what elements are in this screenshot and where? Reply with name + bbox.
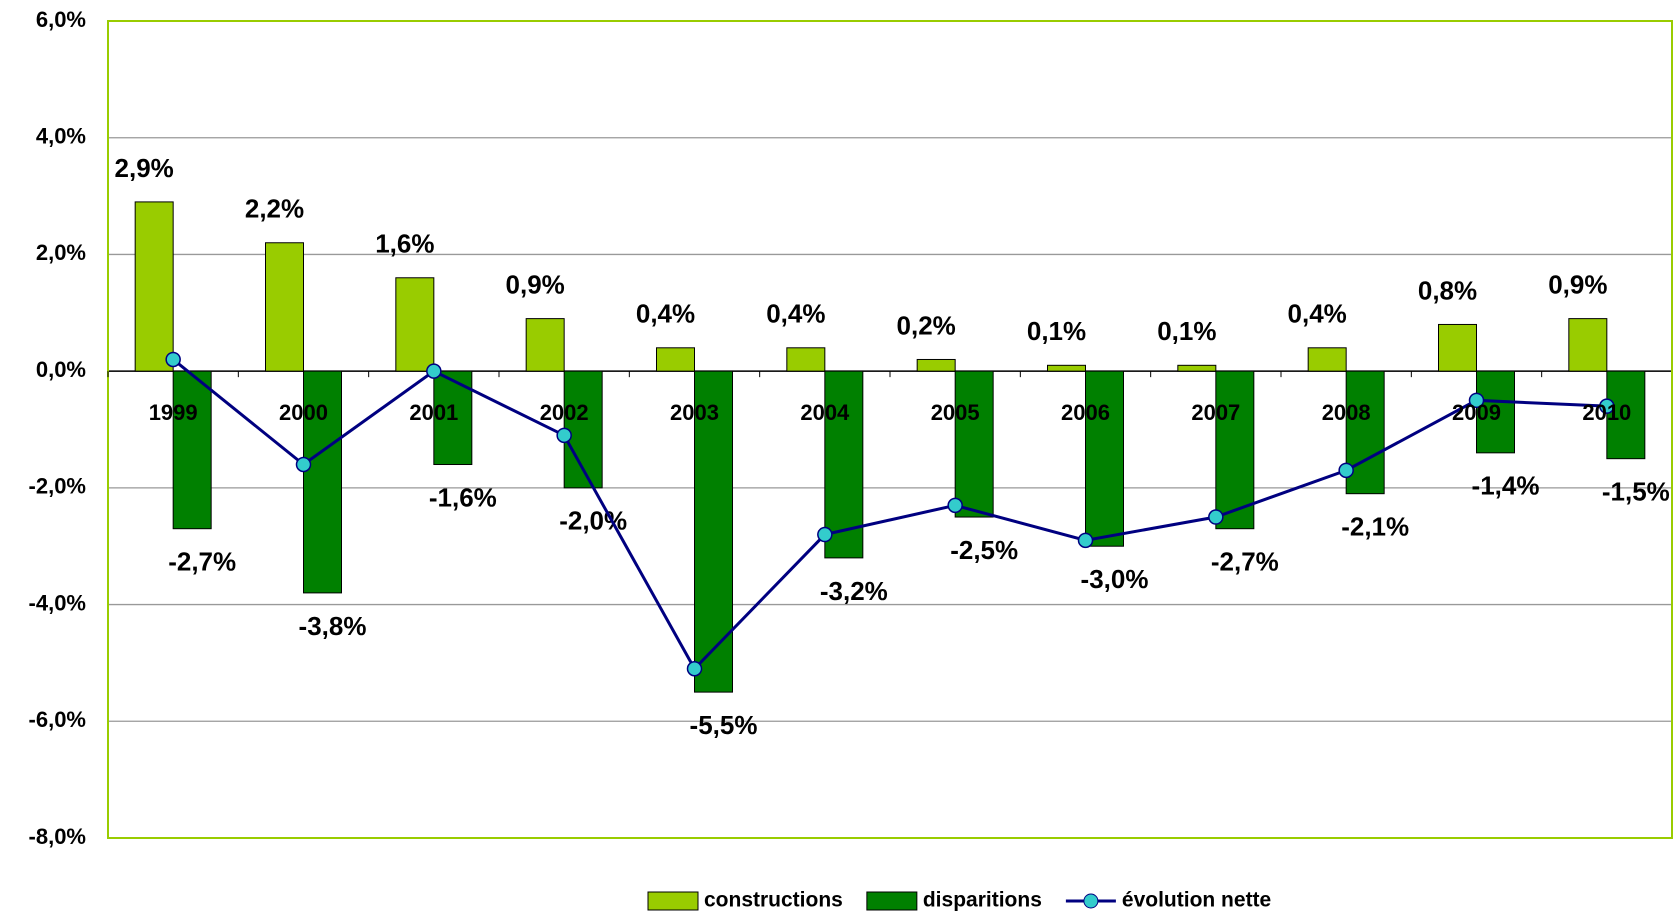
bar [954, 370, 994, 518]
data-label: -1,6% [429, 482, 497, 512]
bar [395, 277, 435, 372]
marker [1468, 392, 1485, 409]
data-label: 0,1% [1027, 316, 1086, 346]
x-tick-label: 2010 [1582, 400, 1631, 425]
y-tick-label: -4,0% [29, 590, 86, 615]
y-tick-label: -6,0% [29, 707, 86, 732]
bar [916, 358, 956, 372]
y-tick-label: -8,0% [29, 824, 86, 849]
data-label: 0,4% [766, 299, 825, 329]
data-label: -2,7% [168, 547, 236, 577]
data-label: -2,5% [950, 535, 1018, 565]
plot-border [107, 20, 1673, 839]
x-tick-label: 2008 [1322, 400, 1371, 425]
data-label: 0,4% [636, 299, 695, 329]
data-label: 0,2% [897, 310, 956, 340]
marker [295, 456, 312, 473]
data-label: -1,5% [1602, 477, 1670, 507]
x-tick-label: 2001 [409, 400, 458, 425]
bar [1606, 370, 1646, 460]
marker [556, 427, 572, 444]
line [172, 358, 1607, 672]
y-tick-label: -2,0% [29, 474, 86, 499]
data-label: -1,4% [1472, 471, 1540, 501]
bar [1085, 370, 1124, 547]
x-tick-label: 2005 [931, 400, 980, 425]
legend-swatch [866, 891, 918, 911]
marker [817, 526, 833, 543]
x-tick-label: 2003 [670, 400, 719, 425]
bar [172, 370, 212, 530]
data-label: 0,9% [1548, 269, 1607, 299]
x-tick-label: 2004 [800, 400, 850, 425]
bar [525, 318, 565, 372]
data-label: -3,8% [299, 611, 367, 641]
legend-label: constructions [704, 889, 843, 911]
data-label: -2,7% [1211, 547, 1279, 577]
legend-label: évolution nette [1122, 889, 1271, 911]
data-label: -3,2% [820, 576, 888, 606]
legend-swatch [647, 891, 699, 911]
data-label: 0,4% [1288, 299, 1347, 329]
bar [1438, 323, 1477, 372]
marker [426, 363, 442, 379]
data-label: -3,0% [1081, 564, 1149, 594]
data-label: 2,2% [245, 194, 304, 224]
x-tick-label: 2009 [1452, 400, 1501, 425]
bar [1215, 370, 1255, 530]
data-label: -2,1% [1341, 512, 1409, 542]
bar [134, 201, 174, 372]
y-tick-label: 4,0% [36, 124, 86, 149]
bar [1177, 364, 1217, 372]
bar [656, 347, 695, 372]
marker [1208, 509, 1224, 525]
y-tick-label: 0,0% [36, 357, 86, 382]
y-tick-label: 6,0% [36, 7, 86, 32]
marker [165, 351, 181, 368]
x-tick-label: 2007 [1191, 400, 1240, 425]
marker [947, 497, 963, 514]
x-tick-label: 2002 [540, 400, 589, 425]
data-label: 0,1% [1157, 316, 1216, 346]
data-label: 2,9% [115, 153, 174, 183]
legend-label: disparitions [923, 889, 1042, 911]
marker [1338, 462, 1354, 479]
bar [265, 242, 304, 372]
bar [1568, 318, 1608, 372]
bar [303, 370, 342, 594]
marker [1077, 532, 1094, 549]
data-label: -5,5% [690, 710, 758, 740]
bar [1476, 370, 1515, 454]
legend-marker [1083, 893, 1099, 909]
y-tick-label: 2,0% [36, 240, 86, 265]
marker [1599, 398, 1615, 414]
x-tick-label: 2006 [1061, 400, 1110, 425]
bar [1047, 364, 1086, 372]
data-label: 0,9% [506, 269, 565, 299]
data-label: 0,8% [1418, 275, 1477, 305]
bar [786, 347, 826, 372]
x-tick-label: 1999 [149, 400, 198, 425]
bar [1307, 347, 1347, 372]
bar [694, 370, 733, 693]
marker [686, 661, 703, 677]
x-tick-label: 2000 [279, 400, 328, 425]
data-label: 1,6% [375, 229, 434, 259]
